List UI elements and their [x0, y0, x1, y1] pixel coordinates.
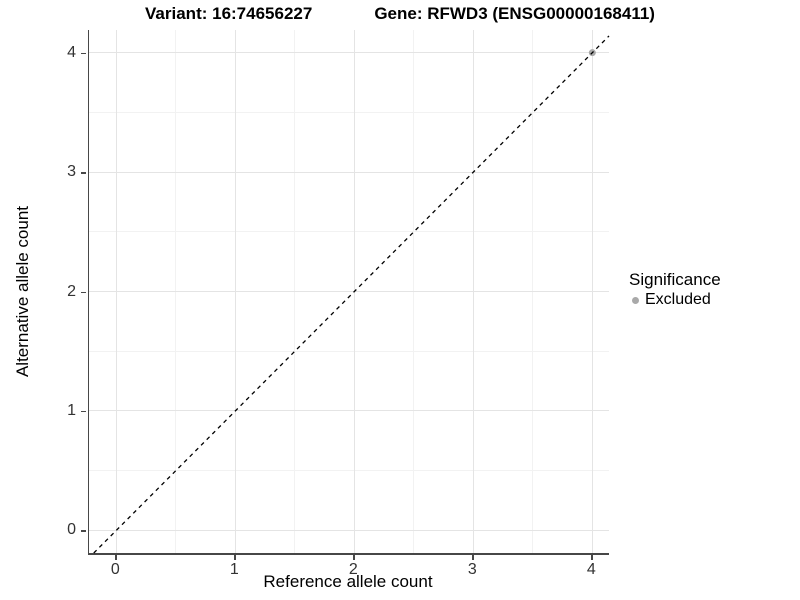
excluded-point-icon	[632, 296, 639, 304]
legend-key	[629, 292, 643, 308]
x-tick-label: 3	[467, 561, 477, 578]
x-tick-label: 4	[586, 561, 596, 578]
legend-item-excluded[interactable]: Excluded	[629, 291, 721, 309]
gridline-major-y	[89, 171, 609, 173]
plot-title-row: Variant: 16:74656227 Gene: RFWD3 (ENSG00…	[0, 4, 800, 24]
y-tick-label: 2	[67, 282, 76, 300]
x-tick-label: 2	[348, 561, 358, 578]
x-tick-label: 0	[110, 561, 120, 578]
gridline-major-y	[89, 410, 609, 412]
y-tick-mark	[81, 410, 86, 413]
gridline-minor-y	[89, 111, 609, 113]
y-tick-label: 4	[67, 43, 76, 61]
x-axis-title: Reference allele count	[263, 572, 433, 591]
y-tick-mark	[81, 172, 86, 174]
variant-title: Variant: 16:74656227	[145, 4, 313, 23]
gene-title: Gene: RFWD3 (ENSG00000168411)	[374, 4, 655, 23]
gridline-minor-y	[89, 350, 609, 352]
x-tick-mark	[115, 555, 117, 560]
legend-item-label: Excluded	[645, 291, 711, 308]
gridline-major-y	[89, 291, 609, 292]
legend-title: Significance	[629, 270, 721, 289]
y-tick-label: 3	[67, 163, 76, 181]
gridline-major-y	[89, 52, 609, 54]
gridline-minor-y	[89, 470, 609, 472]
x-tick-mark	[234, 555, 236, 560]
gridline-major-y	[89, 529, 609, 531]
y-axis-title: Alternative allele count	[13, 205, 32, 378]
gridline-minor-y	[89, 231, 609, 233]
identity-line	[93, 35, 610, 554]
y-tick-label: 0	[67, 521, 76, 539]
plot-overlay	[93, 35, 610, 554]
plot-panel	[88, 30, 610, 555]
y-tick-mark	[81, 530, 86, 532]
x-tick-mark	[472, 555, 474, 560]
y-tick-mark	[81, 291, 86, 293]
y-tick-mark	[81, 52, 86, 55]
x-tick-label: 1	[229, 561, 239, 578]
x-tick-mark	[353, 555, 355, 560]
y-tick-label: 1	[67, 401, 76, 419]
x-tick-mark	[591, 555, 593, 560]
legend: Significance Excluded	[629, 270, 721, 309]
